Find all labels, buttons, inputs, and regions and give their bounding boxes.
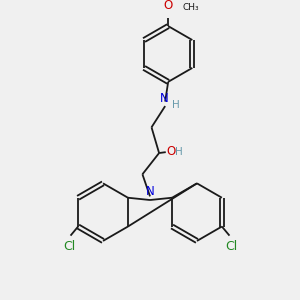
Text: N: N [160, 92, 169, 105]
Text: O: O [164, 0, 173, 12]
Text: Cl: Cl [225, 240, 237, 253]
Text: Cl: Cl [63, 240, 75, 253]
Text: H: H [172, 100, 180, 110]
Text: CH₃: CH₃ [182, 2, 199, 11]
Text: H: H [175, 146, 183, 157]
Text: O: O [167, 145, 176, 158]
Text: N: N [146, 185, 154, 199]
